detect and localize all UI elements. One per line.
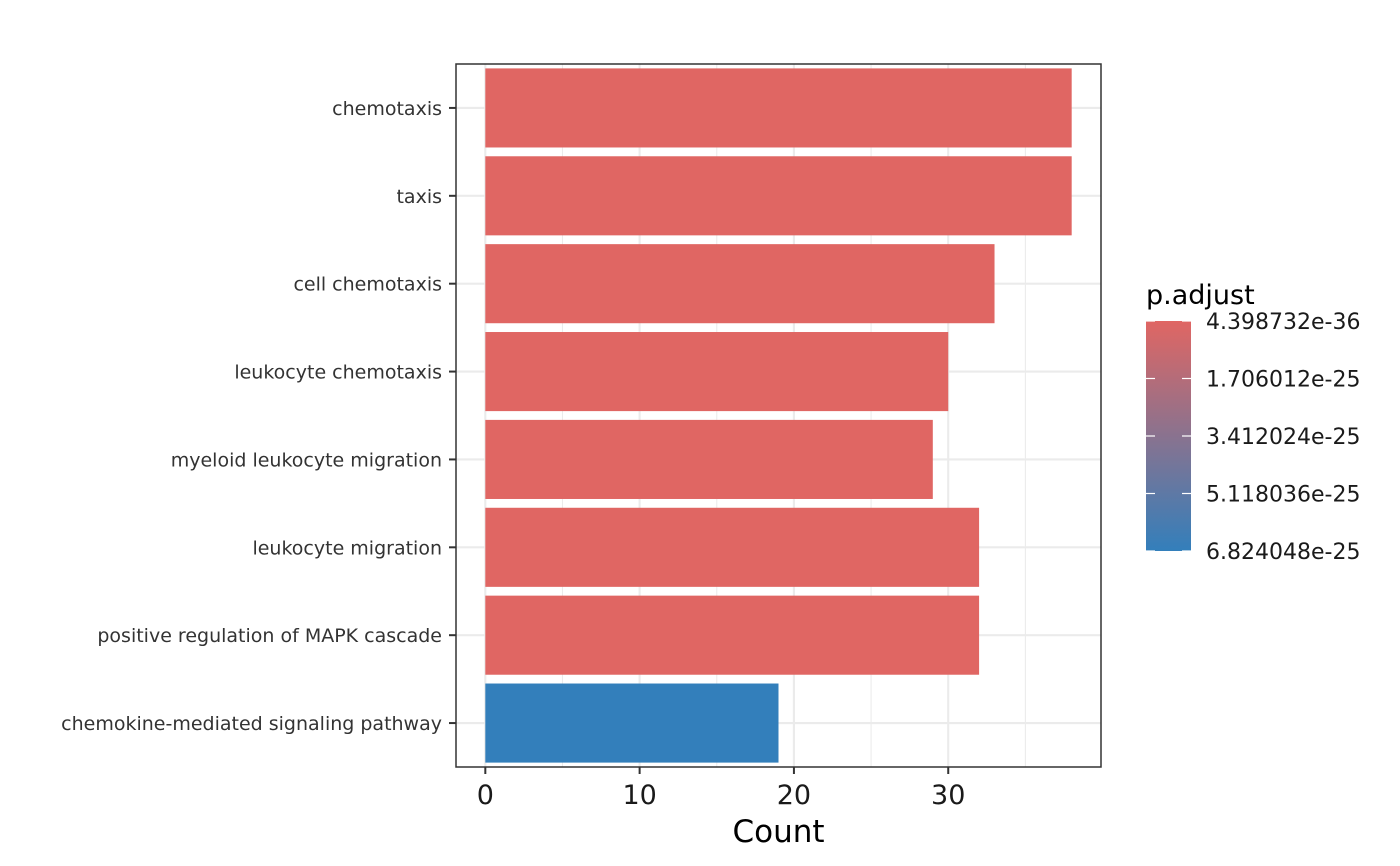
bar-chemotaxis <box>485 68 1072 148</box>
y-tick-label: cell chemotaxis <box>293 274 442 296</box>
y-tick-label: leukocyte migration <box>252 537 442 559</box>
y-tick-label: myeloid leukocyte migration <box>171 449 442 471</box>
legend-title: p.adjust <box>1146 280 1255 311</box>
bar-chemokine-mediated-signaling-pathway <box>485 683 779 763</box>
bar-positive-regulation-of-mapk-cascade <box>485 595 980 675</box>
bar-cell-chemotaxis <box>485 244 995 324</box>
legend-label: 6.824048e-25 <box>1206 540 1360 565</box>
bar-myeloid-leukocyte-migration <box>485 419 933 499</box>
y-tick-label: chemotaxis <box>332 98 442 120</box>
legend-label: 5.118036e-25 <box>1206 483 1360 508</box>
x-tick-label: 0 <box>477 780 494 811</box>
panel-border <box>455 63 1102 768</box>
y-tick-label: leukocyte chemotaxis <box>234 362 442 384</box>
bar-leukocyte-migration <box>485 507 980 587</box>
legend-label: 4.398732e-36 <box>1206 310 1360 335</box>
x-tick-label: 10 <box>622 780 656 811</box>
x-tick-label: 20 <box>777 780 811 811</box>
x-axis-title: Count <box>732 814 824 850</box>
y-tick-label: taxis <box>396 186 442 208</box>
bar-taxis <box>485 156 1072 236</box>
x-tick-label: 30 <box>931 780 965 811</box>
legend-label: 3.412024e-25 <box>1206 425 1360 450</box>
bar-leukocyte-chemotaxis <box>485 332 949 412</box>
legend-label: 1.706012e-25 <box>1206 368 1360 393</box>
y-tick-label: positive regulation of MAPK cascade <box>97 625 442 647</box>
y-tick-label: chemokine-mediated signaling pathway <box>61 713 442 735</box>
